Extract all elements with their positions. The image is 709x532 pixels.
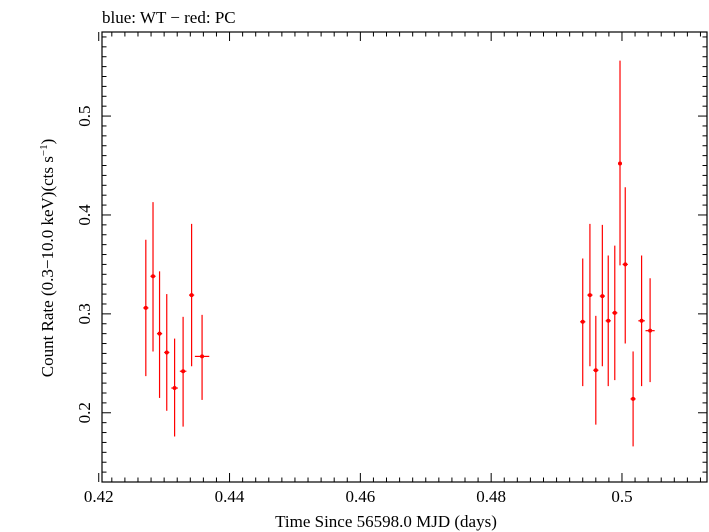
data-point (194, 314, 210, 400)
data-point (188, 223, 195, 367)
point-marker (606, 318, 611, 323)
y-axis-label-superscript: −1 (38, 144, 50, 156)
data-point (605, 255, 611, 387)
y-tick-label: 0.5 (75, 105, 94, 126)
data-point (156, 271, 163, 398)
point-marker (189, 293, 194, 298)
data-point (593, 315, 599, 425)
data-point (638, 255, 645, 387)
y-tick-label: 0.2 (75, 402, 94, 423)
data-points (143, 60, 655, 447)
point-marker (631, 396, 636, 401)
plot-frame (101, 31, 708, 483)
point-marker (612, 310, 617, 315)
data-point (630, 351, 636, 447)
point-marker (639, 318, 644, 323)
point-marker (580, 319, 585, 324)
y-axis-label-close: ) (38, 139, 57, 145)
point-marker (600, 294, 605, 299)
point-marker (164, 350, 169, 355)
data-point (150, 202, 156, 352)
point-marker (587, 293, 592, 298)
point-marker (151, 274, 156, 279)
x-tick-labels: 0.42 0.44 0.46 0.48 0.5 (84, 487, 633, 506)
data-point (645, 278, 655, 383)
point-marker (623, 262, 628, 267)
data-point (143, 239, 149, 377)
data-point (612, 245, 618, 381)
y-tick-labels: 0.2 0.3 0.4 0.5 (75, 105, 94, 423)
y-axis-label-main: Count Rate (0.3−10.0 keV)(cts s (38, 156, 57, 377)
x-tick-label: 0.44 (215, 487, 245, 506)
x-tick-label: 0.42 (84, 487, 114, 506)
data-point (599, 224, 605, 367)
data-point (580, 258, 586, 387)
point-marker (157, 331, 162, 336)
data-point (164, 294, 170, 411)
x-tick-label: 0.46 (345, 487, 375, 506)
data-point (622, 187, 628, 344)
x-axis-label: Time Since 56598.0 MJD (days) (275, 512, 497, 531)
point-marker (172, 386, 177, 391)
point-marker (593, 368, 598, 373)
y-tick-label: 0.3 (75, 303, 94, 324)
x-tick-label: 0.48 (476, 487, 506, 506)
data-point (171, 338, 178, 437)
x-tick-label: 0.5 (611, 487, 632, 506)
point-marker (648, 328, 653, 333)
axis-ticks (98, 32, 707, 482)
point-marker (618, 161, 623, 166)
chart-title: blue: WT − red: PC (102, 8, 236, 27)
data-point (587, 223, 593, 367)
data-point (179, 316, 187, 427)
data-point (618, 60, 623, 266)
y-tick-label: 0.4 (75, 204, 94, 226)
point-marker (143, 305, 148, 310)
point-marker (200, 354, 205, 359)
point-marker (181, 369, 186, 374)
y-axis-label: Count Rate (0.3−10.0 keV)(cts s−1) (38, 139, 57, 378)
